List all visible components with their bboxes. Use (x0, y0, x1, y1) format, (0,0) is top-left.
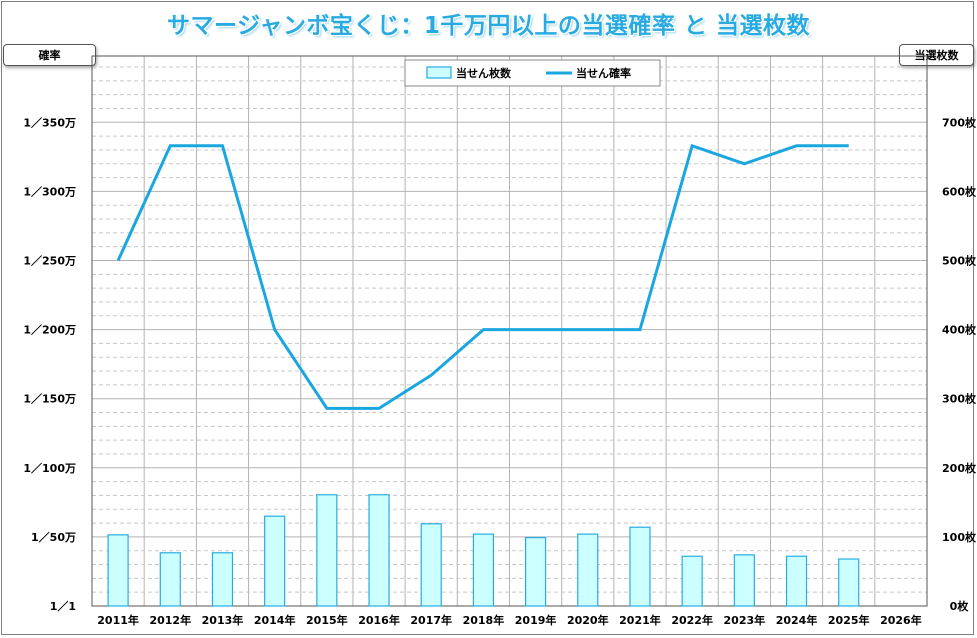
bar (107, 534, 129, 607)
legend-line-label: 当せん確率 (576, 66, 631, 80)
x-tick-label: 2023年 (724, 613, 766, 627)
bar (264, 515, 286, 607)
legend-bar-swatch (426, 66, 452, 79)
bar (681, 555, 703, 607)
bar (785, 555, 808, 607)
x-tick-label: 2017年 (410, 613, 452, 627)
grid (91, 55, 928, 607)
x-tick-label: 2015年 (306, 613, 348, 627)
left-tick-label: 1／250万 (23, 255, 76, 268)
left-tick-label: 1／150万 (23, 393, 76, 406)
right-tick-label: 500枚 (942, 254, 977, 268)
axes: 1／1 1／50万 1／100万 1／150万 1／200万 1／250万 1／300万 1／… (23, 115, 977, 627)
bar (733, 554, 755, 607)
bar (838, 558, 860, 607)
left-tick-label: 1／100万 (23, 462, 76, 475)
bar (159, 552, 181, 607)
right-tick-label: 400枚 (942, 323, 977, 337)
bar (420, 523, 442, 607)
right-axis-label: 当選枚数 (899, 44, 974, 66)
bar (368, 494, 390, 607)
x-tick-label: 2026年 (880, 613, 922, 627)
x-tick-label: 2014年 (254, 613, 296, 627)
right-tick-label: 300枚 (942, 392, 977, 406)
line-series (116, 143, 849, 410)
right-tick-label: 600枚 (942, 184, 977, 198)
bar-series (107, 494, 860, 607)
left-tick-label: 1／50万 (31, 531, 76, 544)
bar (629, 526, 651, 607)
plot-border (91, 55, 928, 607)
left-tick-label: 1／200万 (23, 324, 76, 337)
right-tick-label: 100枚 (942, 530, 977, 544)
left-tick-label: 1／1 (50, 600, 76, 613)
line-path (116, 143, 849, 410)
legend-bar-label: 当せん枚数 (456, 66, 512, 80)
left-tick-label: 1／300万 (23, 185, 76, 198)
bar (211, 552, 234, 607)
x-tick-label: 2012年 (149, 613, 191, 627)
right-tick-label: 0枚 (950, 599, 970, 613)
right-tick-label: 700枚 (942, 115, 977, 129)
x-tick-label: 2022年 (671, 613, 713, 627)
bar (524, 536, 547, 607)
bar (316, 494, 338, 607)
x-tick-label: 2013年 (202, 613, 244, 627)
bar (577, 533, 599, 607)
left-tick-label: 1／350万 (23, 116, 76, 129)
bar (472, 533, 495, 607)
x-tick-label: 2018年 (463, 613, 505, 627)
x-tick-label: 2019年 (515, 613, 557, 627)
x-tick-label: 2021年 (619, 613, 661, 627)
x-tick-label: 2016年 (358, 613, 400, 627)
chart-title: サマージャンボ宝くじ：1千万円以上の当選確率 と 当選枚数 (167, 13, 810, 39)
x-tick-label: 2020年 (567, 613, 609, 627)
legend: 当せん枚数 当せん確率 (404, 59, 661, 87)
left-axis-label: 確率 (3, 44, 96, 66)
x-tick-label: 2011年 (97, 613, 139, 627)
x-tick-label: 2024年 (776, 613, 818, 627)
right-tick-label: 200枚 (942, 461, 977, 475)
x-tick-label: 2025年 (828, 613, 870, 627)
